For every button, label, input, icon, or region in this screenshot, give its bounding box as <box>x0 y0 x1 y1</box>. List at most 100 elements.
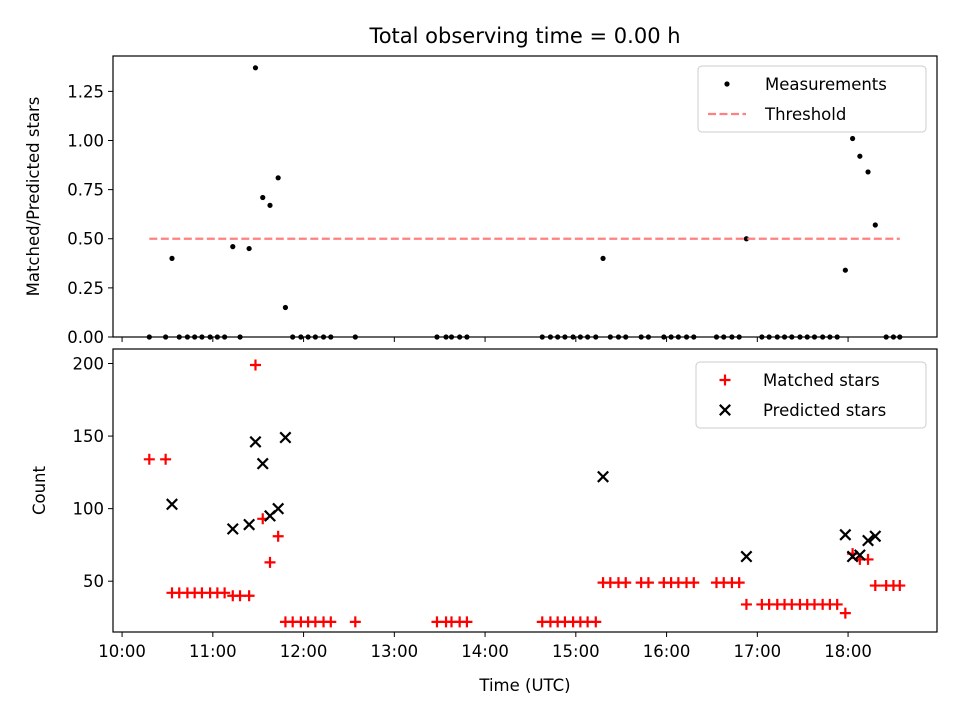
measurements-point <box>820 334 826 340</box>
measurements-point <box>797 334 803 340</box>
bottom-ytick-label: 200 <box>73 355 105 374</box>
measurements-point <box>623 334 629 340</box>
measurements-point <box>781 334 788 340</box>
top-ytick-label: 0.75 <box>67 181 104 200</box>
top-ytick-label: 1.25 <box>67 82 104 101</box>
top-ytick-label: 0.25 <box>67 279 104 298</box>
measurements-point <box>282 304 289 311</box>
bottom-xtick-label: 18:00 <box>824 642 872 661</box>
measurements-point <box>562 334 568 340</box>
predicted-stars-point <box>272 502 285 515</box>
bottom-legend: Matched stars Predicted stars <box>695 361 927 429</box>
top-y-axis-label: Matched/Predicted stars <box>24 97 43 297</box>
bottom-xtick-label: 11:00 <box>189 642 237 661</box>
measurements-point <box>883 334 889 340</box>
matched-stars-point <box>272 530 284 542</box>
top-axes-frame <box>112 55 938 338</box>
bottom-xtick-label: 12:00 <box>280 642 328 661</box>
measurements-point <box>743 236 750 242</box>
matched-stars-point <box>642 577 654 589</box>
bottom-x-axis-label: Time (UTC) <box>478 676 570 695</box>
measurements-point <box>842 267 848 273</box>
measurements-point <box>290 334 296 340</box>
legend-label: Predicted stars <box>763 401 886 420</box>
measurements-point <box>713 334 720 340</box>
bottom-axes: 50 100 150 200 10:00 11:00 12:00 13:00 14:00 15:0… <box>30 348 938 695</box>
measurements-point <box>661 334 667 340</box>
legend-label: Measurements <box>765 75 887 94</box>
measurements-point <box>615 334 622 340</box>
top-axes: 0.00 0.25 0.50 0.75 1.00 1.25 Matched/Predicte… <box>24 55 938 347</box>
measurements-point <box>865 169 871 175</box>
measurements-point <box>328 334 334 340</box>
measurements-point <box>230 244 236 250</box>
measurements-point <box>163 334 169 340</box>
measurements-point <box>857 153 863 159</box>
legend-label: Matched stars <box>763 371 880 390</box>
predicted-stars-point <box>862 534 875 547</box>
measurements-point <box>585 334 591 340</box>
measurements-point <box>729 334 735 340</box>
measurements-point <box>872 222 878 228</box>
legend-dot-marker <box>724 81 730 87</box>
measurements-point <box>774 334 780 340</box>
measurements-point <box>457 334 463 340</box>
top-ytick-label: 0.00 <box>67 328 104 347</box>
measurements-point <box>827 334 833 340</box>
predicted-stars-point <box>853 549 866 562</box>
predicted-stars-point <box>597 470 610 483</box>
top-ytick-label: 0.50 <box>67 230 104 249</box>
bottom-ytick-label: 50 <box>83 572 104 591</box>
predicted-stars-point <box>226 522 239 535</box>
bottom-axes-frame <box>112 348 938 633</box>
predicted-stars-point <box>740 550 753 563</box>
measurements-point <box>577 334 583 340</box>
predicted-stars-point <box>166 498 178 511</box>
matched-stars-point <box>461 616 473 628</box>
measurements-point <box>645 334 652 340</box>
predicted-stars-point <box>279 431 292 444</box>
matched-stars-point <box>688 577 700 589</box>
measurements-point <box>897 334 903 340</box>
measurements-point <box>169 255 175 261</box>
figure-title: Total observing time = 0.00 h <box>368 24 680 48</box>
measurements-point <box>600 255 606 261</box>
measurements-point <box>305 334 311 340</box>
measurements-point <box>352 334 358 340</box>
bottom-xtick-label: 13:00 <box>371 642 419 661</box>
measurements-point <box>691 334 697 340</box>
measurements-point <box>260 194 266 201</box>
matched-stars-point <box>590 616 602 628</box>
measurements-point <box>834 334 840 340</box>
measurements-point <box>246 245 252 252</box>
measurements-point <box>547 334 554 340</box>
matched-stars-point <box>831 598 843 610</box>
bottom-xtick-label: 16:00 <box>643 642 691 661</box>
measurements-point <box>434 334 440 340</box>
matched-stars-point <box>143 453 155 465</box>
measurements-point <box>214 334 220 340</box>
top-legend-frame <box>697 65 927 133</box>
measurements-point <box>539 334 545 340</box>
measurements-point <box>199 334 205 340</box>
measurements-point <box>736 334 742 340</box>
top-ytick-label: 1.00 <box>67 131 104 150</box>
measurements-point <box>789 334 795 340</box>
legend-plus-marker <box>719 374 731 386</box>
measurements-point <box>320 334 327 340</box>
measurements-point <box>443 334 449 340</box>
measurements-point <box>890 334 897 340</box>
measurements-point <box>766 334 772 340</box>
bottom-xtick-label: 17:00 <box>734 642 782 661</box>
bottom-ytick-label: 150 <box>73 427 105 446</box>
measurements-point <box>759 334 765 340</box>
measurements-point <box>192 334 198 340</box>
predicted-stars-point <box>256 457 269 470</box>
matched-stars-point <box>740 598 752 610</box>
bottom-y-axis-label: Count <box>30 465 49 515</box>
measurements-point <box>811 334 818 340</box>
matched-stars-point <box>733 577 745 589</box>
predicted-stars-point <box>839 528 852 541</box>
matched-stars-point <box>249 359 261 371</box>
matched-stars-point <box>349 616 361 628</box>
